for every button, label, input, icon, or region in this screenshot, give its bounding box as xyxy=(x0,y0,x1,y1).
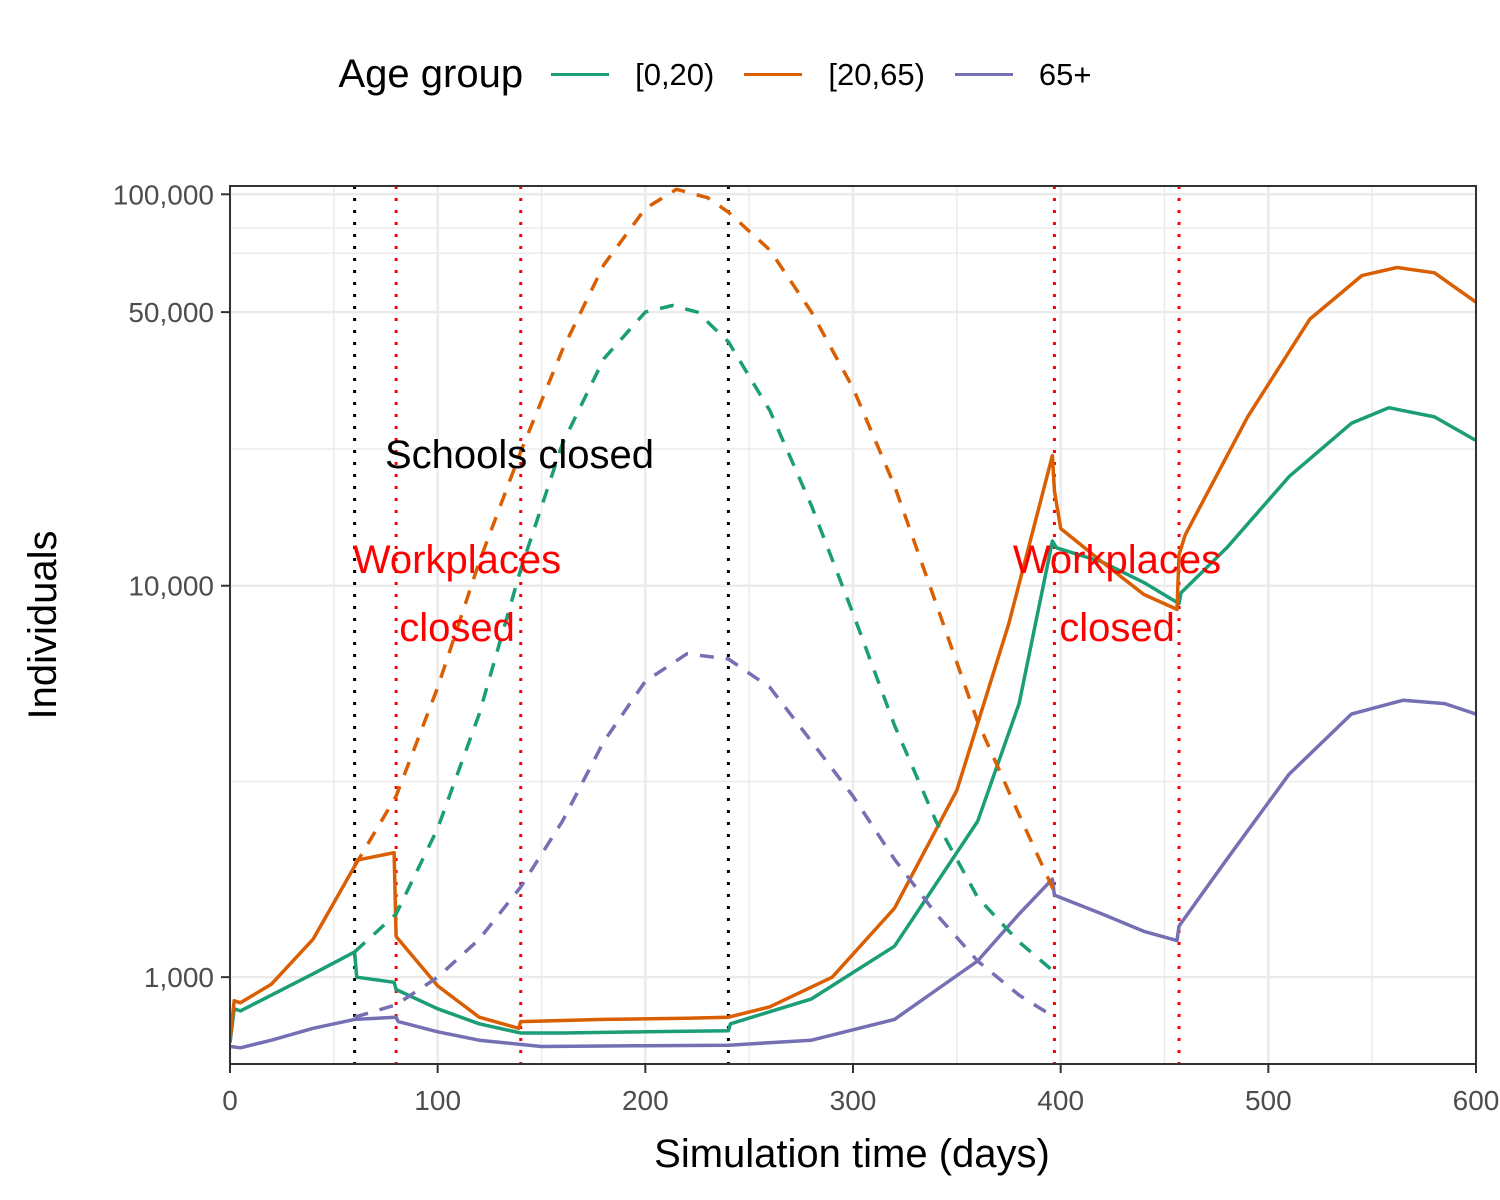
x-tick-label: 0 xyxy=(222,1085,238,1116)
x-axis-title: Simulation time (days) xyxy=(654,1132,1050,1176)
legend-item-0-20: [0,20) xyxy=(551,57,714,93)
y-axis-title: Individuals xyxy=(21,530,65,719)
y-tick-label: 1,000 xyxy=(144,962,214,993)
legend-label-65-plus: 65+ xyxy=(1038,56,1092,92)
x-tick-label: 100 xyxy=(414,1085,461,1116)
y-tick-label: 10,000 xyxy=(128,571,214,602)
y-tick-label: 50,000 xyxy=(128,297,214,328)
legend-item-65-plus: 65+ xyxy=(954,56,1092,93)
x-tick-label: 500 xyxy=(1245,1085,1292,1116)
x-tick-label: 200 xyxy=(622,1085,669,1116)
x-tick-label: 400 xyxy=(1037,1085,1084,1116)
annotation-schools-closed: Schools closed xyxy=(385,433,654,477)
legend: Age group [0,20) [20,65) 65+ xyxy=(0,52,1500,97)
series-lines xyxy=(230,187,1476,1050)
series-line-dashed--20-65- xyxy=(353,187,1056,893)
series-line-solid-65plus xyxy=(230,698,1476,1050)
series-line-dashed-65plus xyxy=(354,652,1056,1019)
legend-label-20-65: [20,65) xyxy=(828,56,925,92)
annotation-workplaces-right-line1: Workplaces xyxy=(1013,538,1221,582)
legend-title: Age group xyxy=(338,52,524,96)
legend-label-0-20: [0,20) xyxy=(635,56,715,92)
x-tick-label: 600 xyxy=(1453,1085,1500,1116)
annotation-workplaces-right-line2: closed xyxy=(1059,606,1175,650)
legend-item-20-65: [20,65) xyxy=(744,57,925,93)
legend-key-65-plus xyxy=(954,73,1013,76)
legend-key-0-20 xyxy=(551,73,610,76)
annotation-workplaces-left-line1: Workplaces xyxy=(353,538,561,582)
series-line-solid--0-20- xyxy=(230,405,1476,1043)
y-tick-label: 100,000 xyxy=(113,179,214,210)
grid xyxy=(228,186,1478,1064)
annotation-workplaces-left-line2: closed xyxy=(399,606,515,650)
event-lines xyxy=(353,186,1181,1064)
axes: 0 100 200 300 400 500 600 1,000 10,000 50,000 100,… xyxy=(113,179,1500,1116)
x-tick-label: 300 xyxy=(830,1085,877,1116)
legend-key-20-65 xyxy=(744,73,803,76)
series-line-dashed--0-20- xyxy=(353,303,1056,974)
